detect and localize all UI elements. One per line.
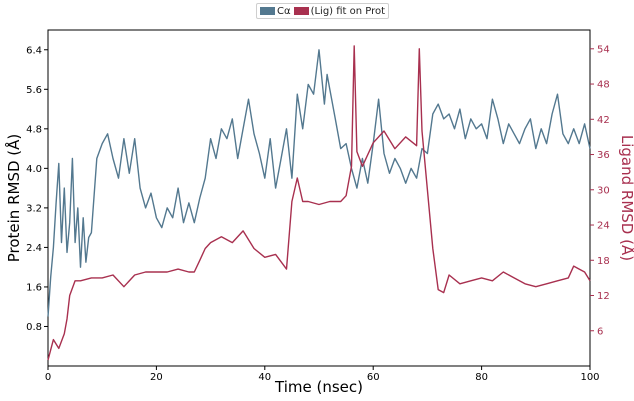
legend-item-ligand: (Lig) fit on Prot [293, 5, 386, 17]
y-left-tick-label: 2.4 [26, 243, 42, 254]
x-tick-label: 0 [45, 372, 51, 383]
series-protein-line [47, 49, 591, 317]
x-tick-label: 80 [475, 372, 488, 383]
plot-frame [47, 29, 591, 367]
y-left-tick-label: 4.0 [26, 164, 42, 175]
y-right-tick-label: 30 [597, 185, 610, 196]
y-right-tick-label: 54 [597, 44, 610, 55]
y-right-tick-label: 42 [597, 115, 610, 126]
y-left-tick-label: 6.4 [26, 45, 42, 56]
y-left-tick-label: 3.2 [26, 203, 42, 214]
y-left-tick-label: 4.8 [26, 124, 42, 135]
series-ligand-line [47, 45, 591, 361]
y-right-tick-label: 6 [597, 326, 603, 337]
y-left-tick-label: 0.8 [26, 322, 42, 333]
legend-swatch-ligand [293, 7, 309, 15]
x-tick-label: 20 [150, 372, 163, 383]
axes-ticks: 0 20 40 60 80 100 0.8 1.6 2.4 3.2 4.0 4.8 5.6 6.4 6 12 1… [26, 44, 610, 383]
y-right-tick-label: 48 [597, 80, 610, 91]
legend-label-protein: Cα [277, 5, 291, 17]
x-axis-label: Time (nsec) [274, 378, 363, 396]
series-layer [47, 45, 591, 361]
legend: Cα (Lig) fit on Prot [256, 3, 390, 19]
y-right-tick-label: 18 [597, 256, 610, 267]
legend-swatch-protein [260, 7, 275, 15]
y-right-tick-label: 36 [597, 150, 610, 161]
y-left-tick-label: 5.6 [26, 85, 42, 96]
x-tick-label: 40 [258, 372, 271, 383]
y-left-tick-label: 1.6 [26, 282, 42, 293]
x-tick-label: 100 [580, 372, 599, 383]
y-axis-right-label: Ligand RMSD (Å) [618, 135, 634, 261]
legend-label-ligand: (Lig) fit on Prot [310, 5, 386, 17]
legend-item-protein: Cα [260, 6, 291, 17]
y-right-tick-label: 12 [597, 291, 610, 302]
y-axis-left-label: Protein RMSD (Å) [4, 134, 23, 263]
y-right-tick-label: 24 [597, 221, 610, 232]
x-tick-label: 60 [367, 372, 380, 383]
